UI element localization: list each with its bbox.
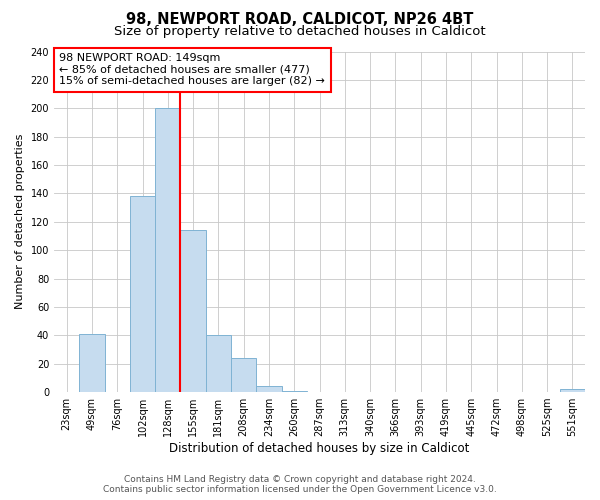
Y-axis label: Number of detached properties: Number of detached properties [15, 134, 25, 310]
Bar [256, 386, 281, 392]
Bar [79, 334, 104, 392]
Text: 98, NEWPORT ROAD, CALDICOT, NP26 4BT: 98, NEWPORT ROAD, CALDICOT, NP26 4BT [127, 12, 473, 28]
Text: Contains HM Land Registry data © Crown copyright and database right 2024.
Contai: Contains HM Land Registry data © Crown c… [103, 474, 497, 494]
Bar [281, 390, 307, 392]
Bar [181, 230, 206, 392]
Text: 98 NEWPORT ROAD: 149sqm
← 85% of detached houses are smaller (477)
15% of semi-d: 98 NEWPORT ROAD: 149sqm ← 85% of detache… [59, 53, 325, 86]
Bar [130, 196, 155, 392]
Text: Size of property relative to detached houses in Caldicot: Size of property relative to detached ho… [114, 25, 486, 38]
Bar [231, 358, 256, 392]
Bar [206, 336, 231, 392]
Bar [155, 108, 181, 392]
Bar [560, 389, 585, 392]
X-axis label: Distribution of detached houses by size in Caldicot: Distribution of detached houses by size … [169, 442, 470, 455]
